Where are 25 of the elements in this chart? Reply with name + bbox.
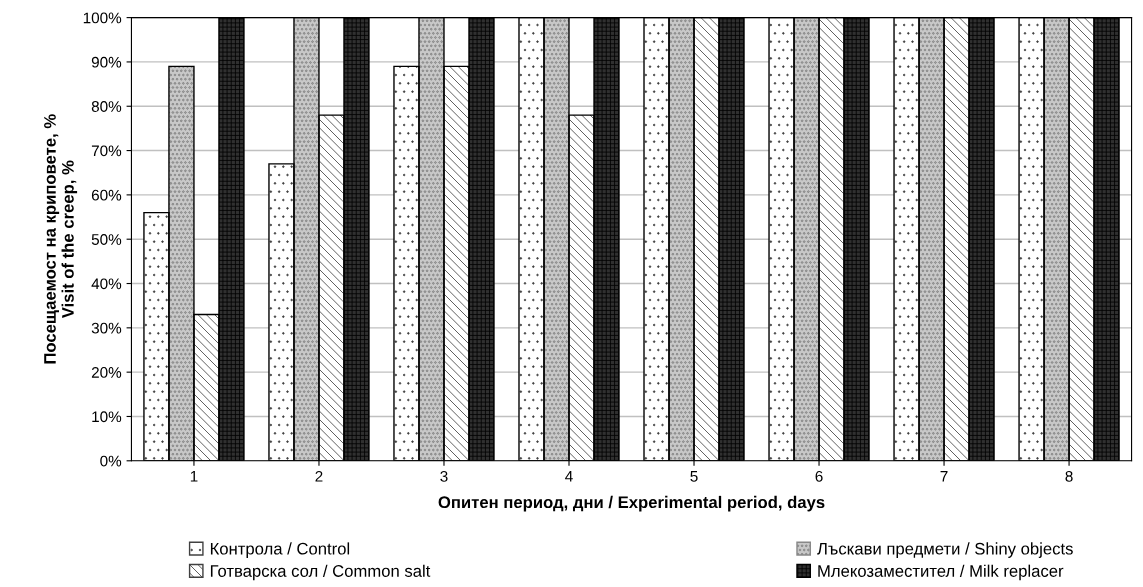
legend-label: Млекозаместител / Milk replacer	[818, 564, 1064, 581]
y-tick-label: 90%	[91, 56, 122, 68]
y-tick-label: 70%	[91, 145, 122, 157]
y-axis-title: Посещаемост на криповете, % Visit of the creep, %	[44, 114, 78, 364]
x-tick-label: 8	[1065, 470, 1073, 482]
legend-label: Контрола / Control	[210, 542, 350, 558]
y-tick-label: 60%	[91, 189, 122, 201]
y-tick-label: 10%	[92, 411, 122, 423]
y-tick-label: 100%	[83, 12, 122, 24]
y-tick-label: 40%	[91, 278, 122, 290]
x-tick-label: 3	[440, 470, 448, 482]
y-tick-label: 50%	[91, 234, 122, 245]
x-tick-label: 7	[940, 471, 948, 482]
legend-label: Готварска сол / Common salt	[210, 564, 431, 581]
y-tick-label: 0%	[100, 455, 122, 467]
x-tick-label: 4	[565, 471, 573, 482]
y-tick-label: 30%	[91, 322, 122, 334]
x-tick-label: 1	[190, 471, 198, 482]
x-tick-label: 2	[315, 470, 323, 482]
x-tick-label: 6	[815, 470, 823, 482]
y-tick-label: 20%	[91, 367, 122, 378]
y-tick-label: 80%	[91, 101, 122, 112]
x-axis-title: Опитен период, дни / Experimental period, days	[438, 495, 825, 512]
x-tick-label: 5	[690, 471, 698, 482]
legend-label: Лъскави предмети / Shiny objects	[817, 542, 1073, 558]
